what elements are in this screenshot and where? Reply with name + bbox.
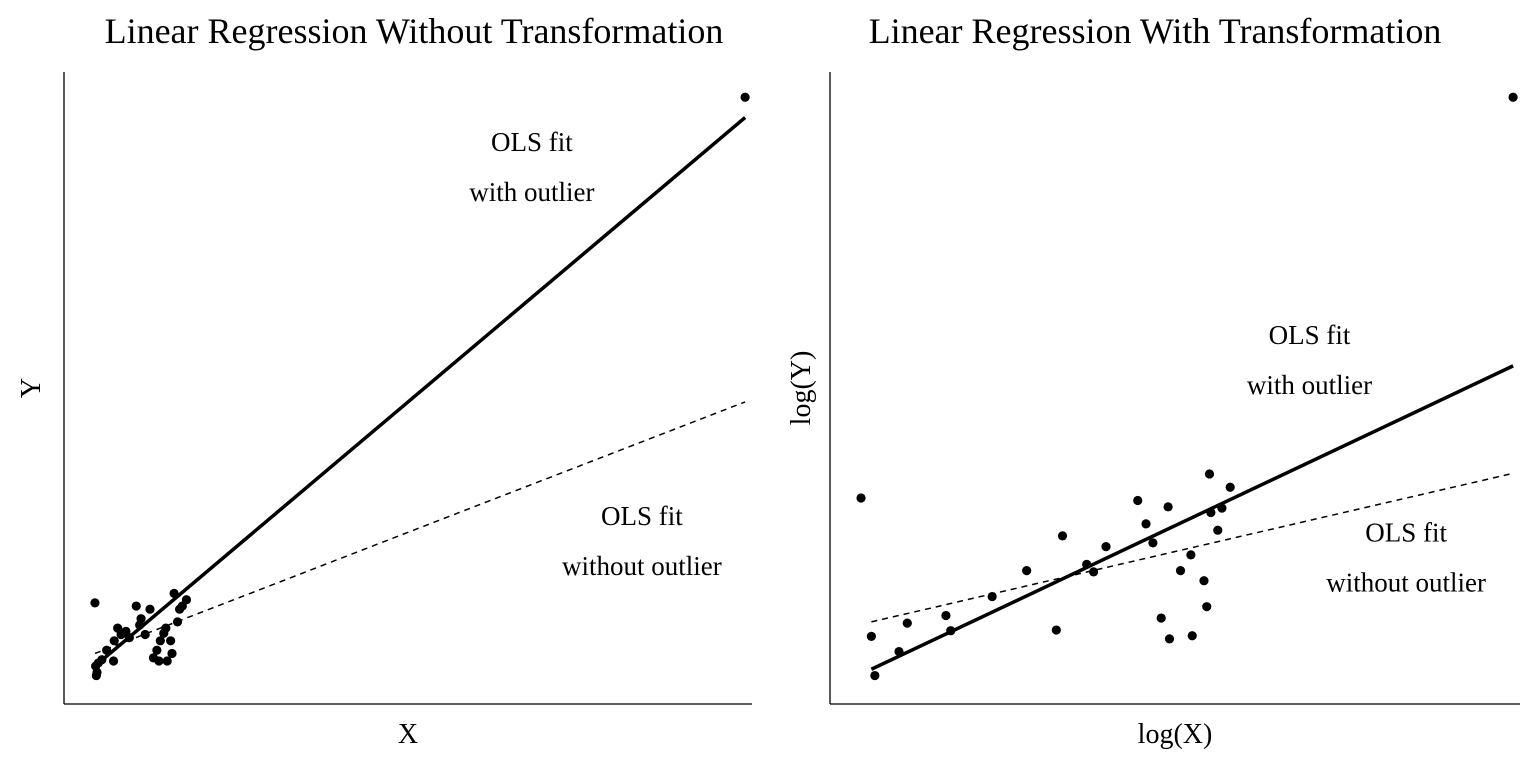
data-point — [155, 636, 165, 646]
y-axis-label-right: log(Y) — [786, 351, 817, 426]
data-point — [1101, 542, 1111, 552]
annotation-line: without outlier — [1326, 568, 1486, 598]
data-point — [1225, 482, 1235, 492]
x-axis-label-right: log(X) — [1138, 719, 1213, 750]
plot-area-right: OLS fit with outlier OLS fit without outlie… — [856, 92, 1518, 681]
data-point — [167, 648, 177, 659]
annotation-line: OLS fit — [601, 501, 683, 531]
annotation-line: OLS fit — [1365, 518, 1447, 548]
x-axis-label-left: X — [398, 719, 418, 750]
data-point — [102, 645, 112, 655]
data-point — [1508, 92, 1518, 102]
annotation-line: OLS fit — [491, 127, 573, 157]
data-point — [1022, 566, 1032, 576]
data-point — [1057, 531, 1068, 541]
data-point — [987, 591, 997, 602]
data-point — [1148, 538, 1158, 548]
data-point — [172, 617, 183, 627]
data-point — [1204, 469, 1215, 479]
annotation-with-outlier: OLS fit with outlier — [1247, 320, 1372, 400]
chart-title-right: Linear Regression With Transformation — [869, 11, 1442, 51]
data-point — [1217, 503, 1227, 513]
data-point — [166, 636, 176, 646]
data-point — [161, 623, 171, 633]
data-point — [1186, 550, 1196, 560]
data-point — [1213, 525, 1223, 535]
data-point — [1133, 495, 1143, 506]
data-point — [181, 595, 192, 605]
data-point — [140, 629, 150, 640]
data-point — [740, 92, 750, 102]
data-point — [154, 656, 164, 666]
data-point — [1164, 634, 1175, 644]
data-point — [1088, 567, 1099, 577]
ols-fit-with-outlier-line — [93, 116, 747, 668]
data-point — [1051, 625, 1061, 635]
data-point — [145, 604, 155, 614]
data-point — [1082, 559, 1092, 569]
data-point — [169, 588, 179, 599]
data-point — [866, 631, 877, 641]
data-point — [1141, 519, 1151, 529]
data-point — [1175, 566, 1186, 576]
ols-fit-with-outlier-line — [870, 364, 1514, 671]
annotation-without-outlier: OLS fit without outlier — [562, 501, 722, 581]
data-point — [1163, 502, 1173, 512]
data-point — [941, 610, 951, 621]
data-point — [902, 618, 912, 628]
data-point — [162, 656, 172, 666]
data-point — [856, 493, 866, 503]
data-point — [90, 598, 100, 608]
panel-with-transformation: Linear Regression With Transformation lo… — [786, 11, 1520, 750]
data-point — [97, 655, 107, 665]
plot-area-left: OLS fit with outlier OLS fit without outlie… — [90, 92, 750, 681]
data-point — [870, 670, 880, 681]
data-point — [92, 667, 102, 678]
annotation-line: with outlier — [1247, 370, 1372, 400]
ols-fit-without-outlier-line — [871, 472, 1514, 623]
data-point — [124, 633, 134, 643]
data-point — [136, 614, 146, 624]
data-point — [946, 626, 956, 636]
y-axis-label-left: Y — [16, 378, 47, 398]
annotation-with-outlier: OLS fit with outlier — [469, 127, 594, 207]
data-point — [152, 645, 162, 655]
data-point — [131, 601, 141, 611]
data-point — [1199, 576, 1209, 586]
chart-title-left: Linear Regression Without Transformation — [105, 11, 724, 51]
annotation-without-outlier: OLS fit without outlier — [1326, 518, 1486, 598]
data-point — [1187, 631, 1197, 641]
data-point — [1206, 507, 1216, 518]
data-point — [108, 656, 119, 666]
annotation-line: OLS fit — [1269, 320, 1351, 350]
data-point — [894, 646, 904, 657]
data-point — [1156, 613, 1166, 623]
data-point — [109, 636, 119, 646]
data-point — [1202, 602, 1212, 612]
annotation-line: without outlier — [562, 551, 722, 581]
annotation-line: with outlier — [469, 177, 594, 207]
panel-without-transformation: Linear Regression Without Transformation… — [16, 11, 752, 750]
